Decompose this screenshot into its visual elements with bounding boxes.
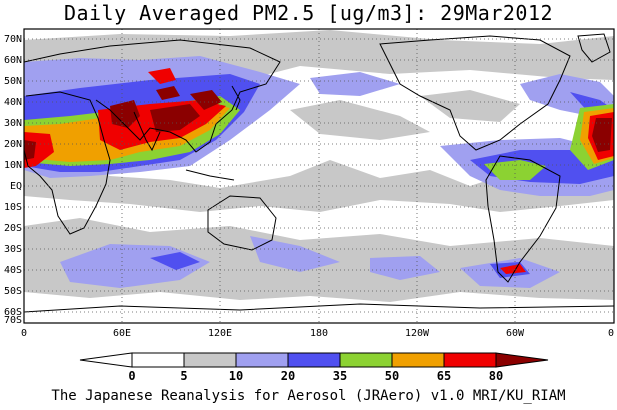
map-title: Daily Averaged PM2.5 [ug/m3]: 29Mar2012 [63,1,554,25]
lat-label: 30N [4,118,22,129]
lat-label: 50N [4,76,22,87]
lat-label: 30S [4,244,22,255]
colorbar-cell [443,352,497,368]
colorbar-tick: 65 [437,369,451,383]
data-source-credit: The Japanese Reanalysis for Aerosol (JRA… [51,388,566,404]
lon-label: 60E [113,328,131,339]
colorbar-cell [183,352,237,368]
colorbar-tick: 35 [333,369,347,383]
lat-label: 60S [4,307,22,318]
pm25-shading [24,29,614,323]
lat-label: 20S [4,223,22,234]
colorbar-cell [339,352,393,368]
lat-label: 10S [4,202,22,213]
lat-label: 70N [4,34,22,45]
india-coastline [133,111,161,152]
eurasia-coastline [24,39,281,153]
south-america-coastline [485,155,561,283]
colorbar-ticks: 0 5 10 20 35 50 65 80 [128,369,503,383]
pm25-level-80-plus [24,86,612,160]
lat-label: 50S [4,286,22,297]
latitude-labels: 70N 60N 50N 40N 30N 20N 10N EQ 10S 20S 3… [4,34,22,326]
map-frame [23,28,615,324]
colorbar-tick: 0 [128,369,135,383]
colorbar-tick: 10 [229,369,243,383]
lon-label: 0 [21,328,27,339]
colorbar-tick: 5 [180,369,187,383]
longitude-labels: 0 60E 120E 180 120W 60W 0 [21,328,614,339]
lon-label: 60W [506,328,525,339]
colorbar-tick: 20 [281,369,295,383]
lon-label: 120W [405,328,430,339]
lat-label: 40S [4,265,22,276]
gridlines [24,29,614,323]
lat-label: 70S [4,315,22,326]
colorbar-cell [235,352,289,368]
australia-coastline [207,195,277,251]
colorbar-cell [131,352,185,368]
lon-label: 180 [310,328,328,339]
lon-label: 120E [208,328,232,339]
lon-label: 0 [608,328,614,339]
colorbar: 0 5 10 20 35 50 65 80 [79,352,549,383]
colorbar-cell [287,352,341,368]
colorbar-arrow-high [495,352,549,368]
africa-coastline [24,91,111,235]
colorbar-cell [391,352,445,368]
greenland-coastline [577,33,611,63]
colorbar-arrow-low [79,352,133,368]
lat-label: 10N [4,160,22,171]
colorbar-tick: 50 [385,369,399,383]
indonesia-coastline [185,169,235,181]
japan-coastline [231,85,241,111]
lat-label: 40N [4,97,22,108]
lat-label: 60N [4,55,22,66]
lat-label: 20N [4,139,22,150]
antarctica-coastline [24,303,614,313]
colorbar-tick: 80 [489,369,503,383]
lat-label: EQ [10,181,22,192]
